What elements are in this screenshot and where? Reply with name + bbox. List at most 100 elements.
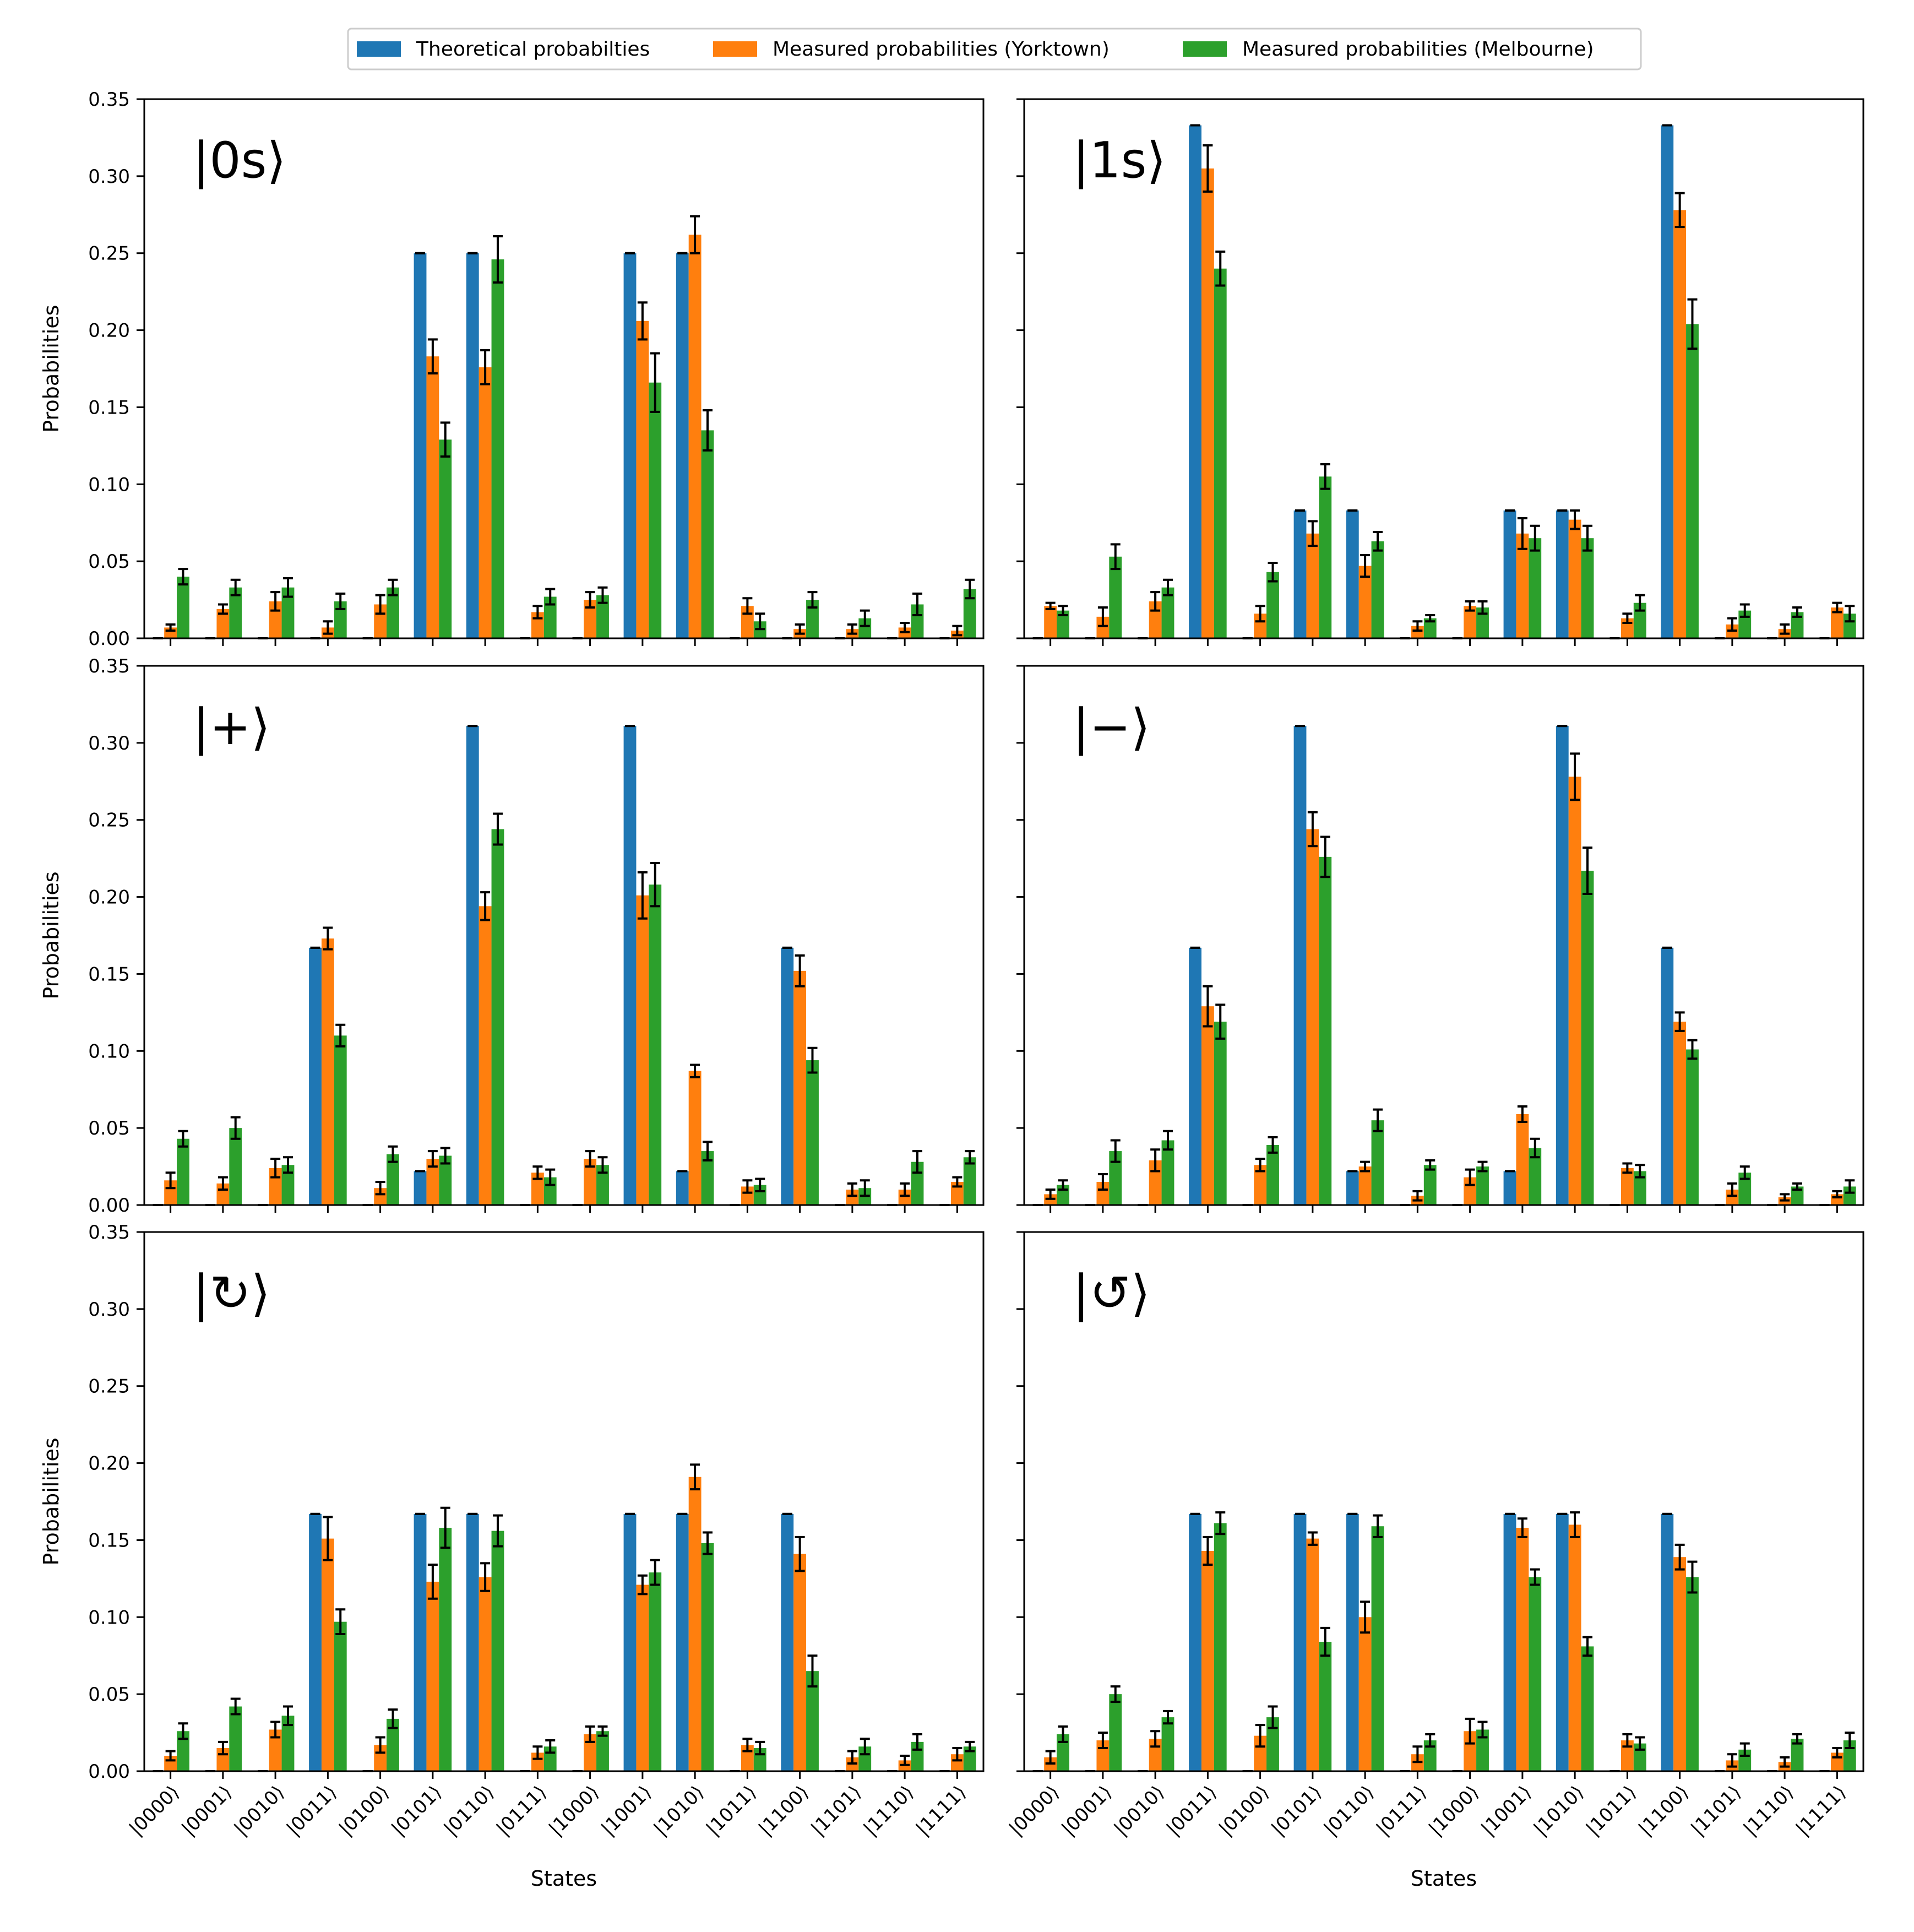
bar-yorktown[interactable] (898, 1190, 911, 1205)
bar-theoretical[interactable] (676, 1171, 689, 1205)
bar-yorktown[interactable] (1411, 626, 1424, 638)
bar-melbourne[interactable] (963, 589, 976, 638)
bar-yorktown[interactable] (950, 1754, 964, 1771)
bar-melbourne[interactable] (177, 1138, 189, 1205)
bar-melbourne[interactable] (1214, 268, 1227, 638)
bar-melbourne[interactable] (543, 596, 557, 638)
bar-theoretical[interactable] (1293, 726, 1307, 1205)
bar-theoretical[interactable] (676, 253, 689, 639)
bar-theoretical[interactable] (781, 947, 794, 1205)
bar-yorktown[interactable] (216, 609, 230, 638)
bar-melbourne[interactable] (1581, 871, 1594, 1205)
bar-theoretical[interactable] (1661, 125, 1674, 639)
bar-yorktown[interactable] (636, 321, 649, 638)
bar-yorktown[interactable] (1358, 1617, 1372, 1771)
bar-melbourne[interactable] (1791, 612, 1804, 638)
bar-melbourne[interactable] (1529, 1577, 1542, 1771)
bar-melbourne[interactable] (806, 1671, 819, 1771)
bar-yorktown[interactable] (321, 938, 334, 1205)
bar-melbourne[interactable] (387, 587, 399, 638)
bar-yorktown[interactable] (1306, 533, 1319, 638)
bar-melbourne[interactable] (1476, 607, 1489, 638)
bar-theoretical[interactable] (781, 1513, 794, 1771)
bar-yorktown[interactable] (1201, 1006, 1214, 1205)
bar-theoretical[interactable] (1189, 947, 1201, 1205)
bar-melbourne[interactable] (1214, 1022, 1227, 1205)
bar-yorktown[interactable] (1201, 1551, 1214, 1771)
bar-melbourne[interactable] (1843, 614, 1856, 638)
bar-melbourne[interactable] (177, 1731, 189, 1771)
bar-melbourne[interactable] (1371, 541, 1384, 638)
legend-entry[interactable]: Measured probabilities (Yorktown) (713, 38, 1110, 61)
bar-theoretical[interactable] (1503, 1513, 1516, 1771)
bar-yorktown[interactable] (374, 1745, 387, 1771)
bar-theoretical[interactable] (309, 1513, 322, 1771)
bar-theoretical[interactable] (414, 1513, 427, 1771)
bar-theoretical[interactable] (1661, 1513, 1674, 1771)
bar-yorktown[interactable] (1306, 829, 1319, 1206)
bar-melbourne[interactable] (1161, 1140, 1174, 1205)
bar-melbourne[interactable] (334, 1621, 347, 1771)
bar-melbourne[interactable] (439, 439, 452, 638)
bar-yorktown[interactable] (793, 1554, 807, 1771)
bar-melbourne[interactable] (1423, 1165, 1437, 1205)
bar-theoretical[interactable] (1189, 125, 1201, 639)
bar-theoretical[interactable] (1346, 1171, 1359, 1205)
bar-melbourne[interactable] (1791, 1739, 1804, 1771)
bar-melbourne[interactable] (281, 587, 295, 638)
bar-melbourne[interactable] (281, 1716, 295, 1771)
bar-yorktown[interactable] (1568, 519, 1581, 638)
bar-melbourne[interactable] (1633, 603, 1646, 638)
bar-yorktown[interactable] (1621, 1168, 1634, 1205)
bar-theoretical[interactable] (1661, 947, 1674, 1205)
bar-melbourne[interactable] (1371, 1120, 1384, 1205)
bar-yorktown[interactable] (426, 1581, 439, 1771)
bar-yorktown[interactable] (950, 1182, 964, 1205)
bar-melbourne[interactable] (858, 1746, 872, 1771)
bar-yorktown[interactable] (1096, 1182, 1110, 1205)
bar-yorktown[interactable] (426, 1159, 439, 1205)
bar-melbourne[interactable] (1109, 556, 1122, 638)
bar-melbourne[interactable] (649, 382, 662, 638)
bar-yorktown[interactable] (1673, 210, 1687, 638)
bar-melbourne[interactable] (1161, 1717, 1174, 1771)
bar-melbourne[interactable] (1319, 1642, 1332, 1771)
bar-melbourne[interactable] (1529, 538, 1542, 638)
bar-melbourne[interactable] (1319, 476, 1332, 638)
bar-yorktown[interactable] (584, 1734, 597, 1771)
bar-yorktown[interactable] (1830, 607, 1844, 638)
bar-yorktown[interactable] (1254, 1165, 1267, 1205)
bar-melbourne[interactable] (1686, 1049, 1699, 1205)
bar-yorktown[interactable] (688, 1071, 702, 1205)
bar-yorktown[interactable] (584, 1159, 597, 1205)
bar-yorktown[interactable] (1516, 533, 1529, 638)
bar-melbourne[interactable] (1686, 324, 1699, 638)
bar-yorktown[interactable] (479, 367, 492, 638)
bar-theoretical[interactable] (1556, 1513, 1569, 1771)
bar-yorktown[interactable] (793, 970, 807, 1205)
bar-yorktown[interactable] (1621, 1740, 1634, 1771)
bar-melbourne[interactable] (1057, 610, 1069, 638)
bar-melbourne[interactable] (1109, 1694, 1122, 1771)
bar-yorktown[interactable] (1464, 606, 1477, 638)
bar-yorktown[interactable] (741, 1186, 754, 1205)
bar-melbourne[interactable] (596, 595, 609, 638)
bar-melbourne[interactable] (596, 1731, 609, 1771)
legend-entry[interactable]: Measured probabilities (Melbourne) (1183, 38, 1594, 61)
bar-yorktown[interactable] (374, 1188, 387, 1205)
bar-yorktown[interactable] (1464, 1731, 1477, 1771)
bar-yorktown[interactable] (688, 1477, 702, 1771)
bar-theoretical[interactable] (1503, 1171, 1516, 1205)
bar-theoretical[interactable] (676, 1513, 689, 1771)
bar-melbourne[interactable] (491, 1531, 504, 1771)
bar-yorktown[interactable] (321, 1538, 334, 1771)
bar-yorktown[interactable] (1726, 1190, 1739, 1205)
bar-theoretical[interactable] (1556, 726, 1569, 1205)
bar-melbourne[interactable] (491, 259, 504, 638)
bar-theoretical[interactable] (1346, 1513, 1359, 1771)
bar-melbourne[interactable] (1423, 1740, 1437, 1771)
bar-yorktown[interactable] (164, 1180, 177, 1205)
bar-melbourne[interactable] (1371, 1526, 1384, 1771)
bar-theoretical[interactable] (309, 947, 322, 1205)
bar-theoretical[interactable] (414, 1171, 427, 1205)
